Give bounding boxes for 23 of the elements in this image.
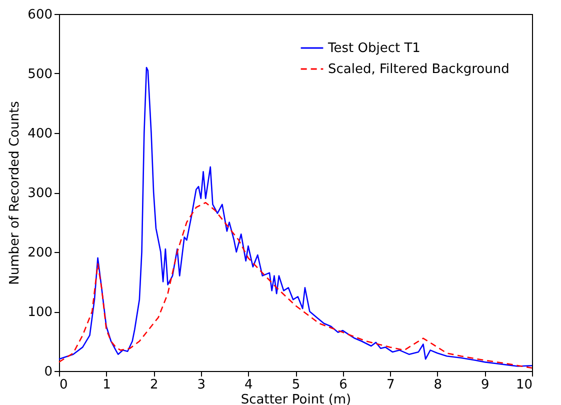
x-tick-label: 3: [197, 378, 206, 392]
y-tick-label: 500: [28, 67, 52, 82]
legend-label: Test Object T1: [327, 41, 420, 56]
x-tick-label: 9: [481, 378, 490, 392]
x-tick-label: 1: [102, 378, 111, 392]
x-tick-label: 2: [150, 378, 158, 392]
x-tick-label: 6: [339, 378, 348, 392]
y-tick-label: 600: [28, 8, 52, 22]
x-tick-label: 10: [516, 378, 532, 392]
y-tick-label: 0: [44, 364, 52, 380]
x-axis-title: Scatter Point (m): [240, 392, 352, 405]
x-tick-label: 8: [434, 378, 442, 392]
y-tick-label: 400: [28, 126, 52, 142]
x-tick-label: 4: [244, 378, 253, 392]
x-tick-label: 5: [292, 378, 300, 392]
y-tick-label: 200: [28, 246, 52, 260]
y-tick-label: 100: [28, 305, 52, 320]
y-tick-label: 300: [28, 186, 52, 201]
x-tick-label: 7: [386, 378, 395, 392]
legend-label: Scaled, Filtered Background: [328, 62, 510, 77]
line-series: [58, 202, 533, 369]
x-tick-label: 0: [60, 378, 68, 392]
y-axis-title: Number of Recorded Counts: [8, 100, 23, 285]
